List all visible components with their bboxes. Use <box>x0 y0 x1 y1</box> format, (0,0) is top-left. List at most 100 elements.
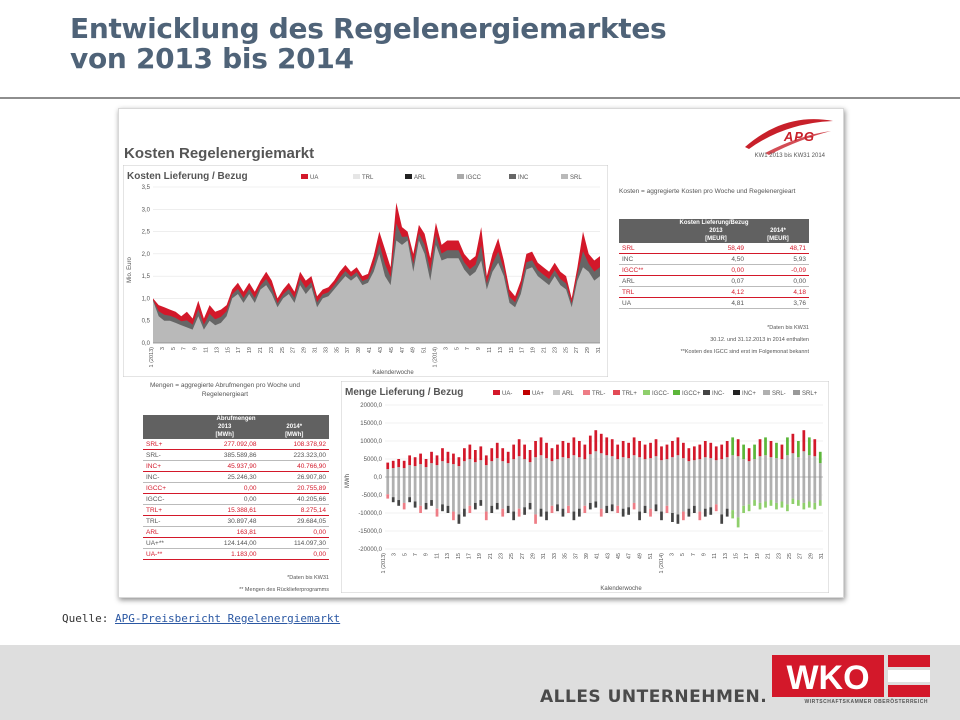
menge-bar-pos-ua <box>517 439 521 457</box>
cost-xtick: 13 <box>214 347 220 353</box>
cost-xtick: 7 <box>465 347 471 350</box>
menge-bar-pos-ua <box>610 439 614 457</box>
menge-bar-neg-srl <box>698 477 702 512</box>
menge-chart-legend: UA- UA+ ARL TRL- TRL+ IGCC- IGCC+ INC- INC+ SRL- S… <box>493 390 818 397</box>
menge-bar-pos-srl <box>610 456 614 477</box>
cost-ytick: 1,5 <box>142 274 151 280</box>
menge-bar-pos-ua <box>802 430 806 452</box>
menge-bar-neg-srl <box>512 477 516 512</box>
legend-swatch <box>353 174 360 179</box>
menge-bar-neg-srl <box>479 477 483 501</box>
menge-bar-pos-ua <box>731 437 735 456</box>
menge-bar-neg-other <box>588 502 592 510</box>
costs-cell-v2013: 0,07 <box>684 275 747 287</box>
cost-area-srl <box>153 240 600 343</box>
menge-bar-neg-srl <box>791 477 795 499</box>
menge-bar-pos-srl <box>818 463 822 477</box>
menge-bar-neg-other <box>753 500 756 506</box>
menge-bar-pos-srl <box>534 457 537 477</box>
menge-bar-neg-other <box>479 500 483 506</box>
cost-chart-xlabel: Kalenderwoche <box>372 370 414 376</box>
menge-bar-pos-srl <box>802 451 806 477</box>
legend-swatch <box>405 174 412 179</box>
wko-logo: WKO <box>772 655 930 697</box>
menge-chart-title: Menge Lieferung / Bezug <box>345 387 463 398</box>
menge-bar-neg-other <box>720 514 724 524</box>
menge-bar-pos-srl <box>441 461 444 477</box>
costs-cell-label: INC <box>619 253 685 265</box>
menge-bar-pos-ua <box>413 457 417 467</box>
legend-label: SRL <box>570 175 582 181</box>
menge-bar-neg-srl <box>523 477 526 508</box>
costs-year-2014: 2014* <box>746 227 809 235</box>
menge-bar-neg-srl <box>441 477 444 505</box>
costs-cell-v2013: 58,49 <box>684 243 747 254</box>
menge-bar-neg-other <box>441 504 444 512</box>
menge-bar-neg-other <box>807 501 811 508</box>
menge-bar-pos-ua <box>703 441 707 458</box>
mengen-cell-label: UA-** <box>143 548 190 560</box>
menge-bar-neg-srl <box>605 477 609 506</box>
mengen-cell-v2014: 223.323,00 <box>259 449 329 461</box>
menge-bar-pos-ua <box>588 435 592 455</box>
costs-table: Kosten Lieferung/Bezug 2013 2014* [MEUR][… <box>619 219 809 309</box>
menge-bar-pos-ua <box>791 433 795 454</box>
costs-row: UA 4,81 3,76 <box>619 297 809 309</box>
menge-bar-pos-ua <box>654 439 658 457</box>
cost-xtick: 9 <box>476 347 482 350</box>
legend-swatch <box>301 174 308 179</box>
menge-bar-neg-other <box>682 511 685 521</box>
legend-label: TRL <box>362 175 374 181</box>
cost-xtick: 35 <box>334 347 340 353</box>
costs-cell-label: SRL <box>619 243 685 254</box>
menge-bar-pos-srl <box>577 457 581 477</box>
menge-bar-neg-srl <box>796 477 800 501</box>
menge-bar-pos-ua <box>638 441 641 458</box>
costs-cell-v2014: 3,76 <box>746 297 809 309</box>
menge-bar-pos-srl <box>583 459 587 477</box>
menge-bar-neg-srl <box>490 477 494 506</box>
menge-bar-neg-other <box>605 505 609 513</box>
menge-bar-neg-srl <box>807 477 811 502</box>
menge-bar-neg-other <box>780 501 784 508</box>
menge-bar-pos-srl <box>413 466 417 477</box>
menge-bar-pos-ua <box>539 437 543 456</box>
menge-xtick: 17 <box>466 553 472 559</box>
menge-bar-pos-srl <box>473 462 477 477</box>
menge-ytick: 10000,0 <box>360 439 382 445</box>
mengen-year-2013: 2013 <box>189 423 260 431</box>
mengen-note: Mengen = aggregierte Abrufmengen pro Woc… <box>149 382 301 398</box>
menge-bar-neg-srl <box>780 477 784 502</box>
menge-bar-pos-ua <box>682 442 685 459</box>
menge-bar-neg-other <box>736 517 740 528</box>
cost-xtick: 47 <box>400 347 406 353</box>
cost-xtick: 7 <box>182 347 188 350</box>
cost-xtick: 41 <box>367 347 373 353</box>
menge-xtick: 1 (2013) <box>381 553 387 574</box>
menge-bar-pos-srl <box>463 461 466 477</box>
menge-chart: Menge Lieferung / Bezug UA- UA+ ARL TRL- TRL… <box>341 381 829 593</box>
menge-bar-pos-ua <box>687 448 691 462</box>
menge-bar-neg-srl <box>703 477 707 509</box>
cost-xtick: 17 <box>236 347 242 353</box>
menge-bar-neg-srl <box>720 477 724 515</box>
menge-bar-neg-srl <box>473 477 477 503</box>
menge-bar-neg-other <box>747 504 751 512</box>
menge-bar-neg-srl <box>687 477 691 509</box>
menge-bar-pos-ua <box>649 442 652 459</box>
menge-xtick: 37 <box>573 553 579 559</box>
legend-label: SRL- <box>772 391 786 397</box>
menge-bar-pos-srl <box>796 457 800 477</box>
mengen-cell-v2013: 124.144,00 <box>189 537 260 549</box>
menge-bar-neg-other <box>490 505 494 513</box>
menge-bar-neg-other <box>610 504 614 512</box>
menge-bar-pos-ua <box>468 444 472 460</box>
mengen-cell-v2013: 15.388,61 <box>189 504 260 516</box>
menge-bar-neg-srl <box>764 477 767 502</box>
menge-bar-neg-other <box>654 504 658 512</box>
costs-cell-v2014: 48,71 <box>746 243 809 254</box>
source-link[interactable]: APG-Preisbericht Regelenergiemarkt <box>114 612 341 625</box>
menge-bar-neg-srl <box>556 477 559 505</box>
cost-xtick: 37 <box>345 347 351 353</box>
costs-table-header: Kosten Lieferung/Bezug <box>619 219 809 227</box>
